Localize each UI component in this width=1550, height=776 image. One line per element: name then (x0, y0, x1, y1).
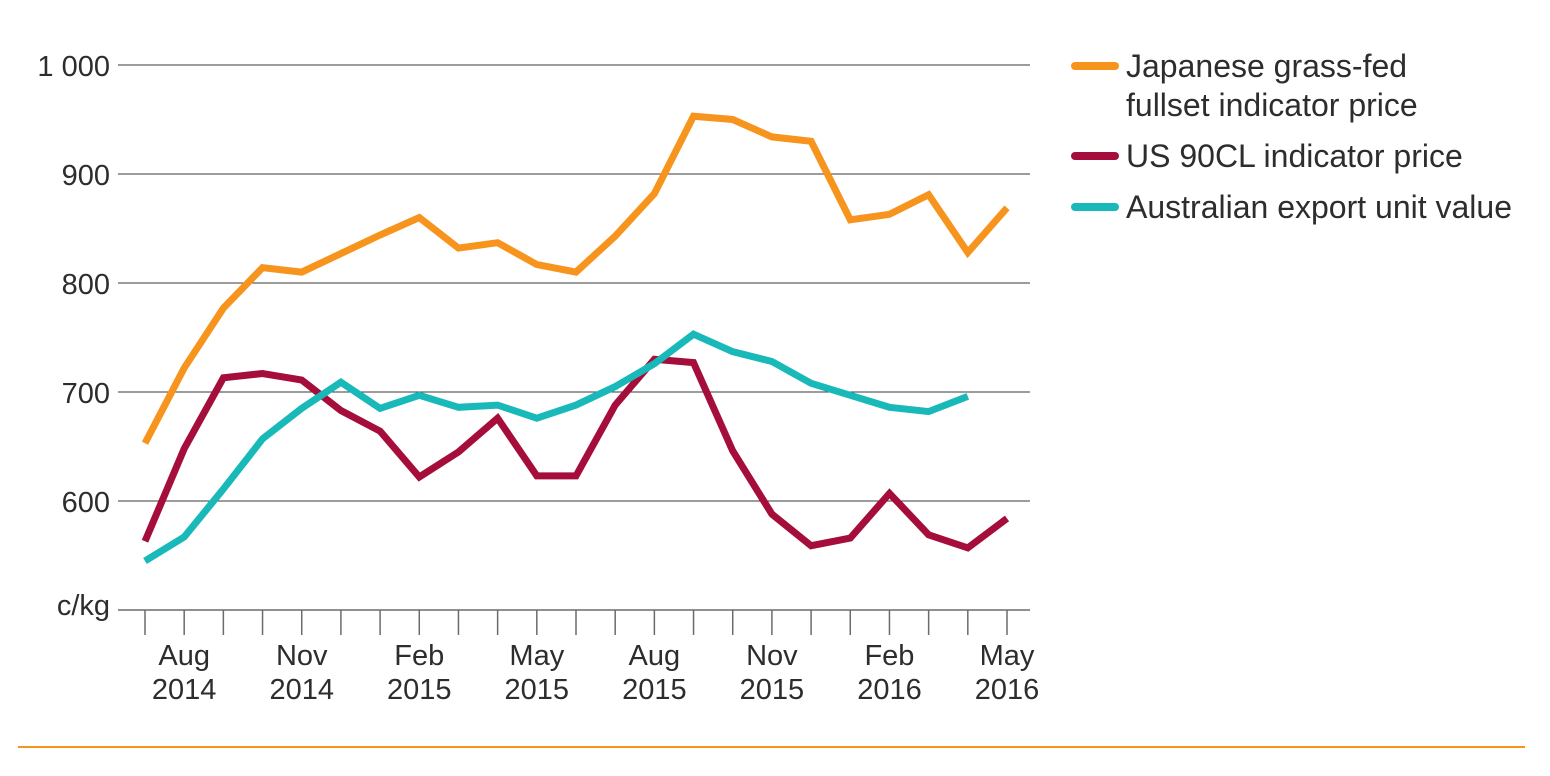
x-tick-label-year: 2014 (269, 674, 334, 706)
gridlines (118, 64, 1030, 502)
x-axis-tick-labels: Aug2014Nov2014Feb2015May2015Aug2015Nov20… (152, 640, 1039, 706)
y-tick-label: 1 000 (37, 51, 110, 83)
legend-label-0: fullset indicator price (1126, 87, 1418, 123)
x-tick-label-month: Aug (629, 640, 681, 672)
x-tick-label-year: 2015 (505, 674, 570, 706)
legend-label-1: US 90CL indicator price (1126, 138, 1463, 174)
y-axis-label: c/kg (57, 590, 110, 622)
x-tick-label-year: 2016 (975, 674, 1040, 706)
x-tick-label-year: 2015 (740, 674, 805, 706)
x-tick-label-month: Nov (746, 640, 798, 672)
y-tick-label: 900 (62, 160, 110, 192)
legend-label-2: Australian export unit value (1126, 189, 1512, 225)
x-tick-label-year: 2014 (152, 674, 217, 706)
y-tick-label: 700 (62, 378, 110, 410)
legend-label-0: Japanese grass-fed (1126, 48, 1407, 84)
x-tick-label-month: May (980, 640, 1035, 672)
x-tick-label-month: May (509, 640, 564, 672)
x-tick-label-year: 2015 (622, 674, 687, 706)
x-axis (118, 609, 1030, 635)
y-axis-tick-labels: 600 700 800 900 1 000 (37, 51, 110, 519)
series-lines (141, 112, 1010, 564)
y-tick-label: 600 (62, 487, 110, 519)
series-line-1 (141, 355, 1010, 552)
x-tick-label-month: Feb (864, 640, 914, 672)
series-line-2 (143, 330, 970, 564)
x-tick-label-year: 2015 (387, 674, 452, 706)
y-tick-label: 800 (62, 269, 110, 301)
x-tick-label-year: 2016 (857, 674, 922, 706)
x-tick-label-month: Nov (276, 640, 328, 672)
x-tick-label-month: Feb (394, 640, 444, 672)
x-tick-label-month: Aug (158, 640, 210, 672)
series-line-0 (141, 112, 1010, 445)
